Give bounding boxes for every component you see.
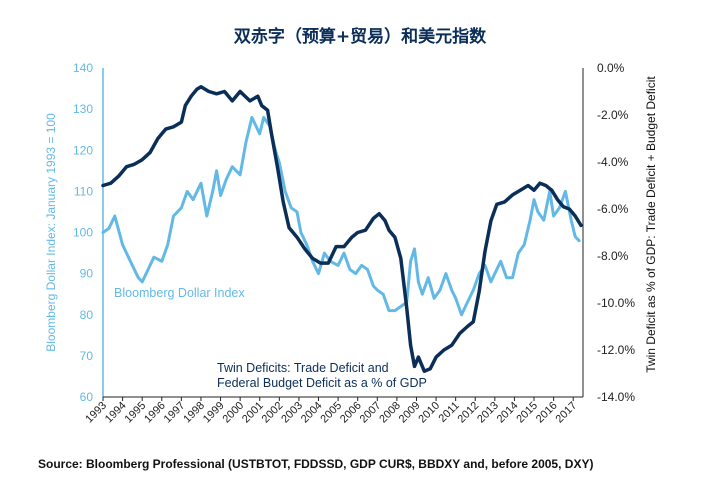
series-line-twin-deficits xyxy=(101,85,583,373)
y-right-tick-label: 0.0% xyxy=(597,61,625,75)
x-tick-label: 1996 xyxy=(142,400,168,426)
y-right-tick-label: -12.0% xyxy=(597,343,635,357)
annotation-twin-deficits-line1: Twin Deficits: Trade Deficit and xyxy=(217,361,389,375)
y-right-axis-title: Twin Deficit as % of GDP: Trade Deficit … xyxy=(644,76,658,373)
annotation-dollar-index: Bloomberg Dollar Index xyxy=(114,286,245,300)
x-tick-label: 1997 xyxy=(162,400,188,426)
source-note: Source: Bloomberg Professional (USTBTOT,… xyxy=(38,457,594,471)
y-left-tick-label: 120 xyxy=(73,143,93,157)
x-tick-label: 1995 xyxy=(123,400,149,426)
series-group xyxy=(101,85,583,373)
x-tick-label: 2001 xyxy=(240,400,266,426)
y-right-tick-label: -2.0% xyxy=(597,108,629,122)
y-left-tick-label: 140 xyxy=(73,61,93,75)
x-tick-label: 1994 xyxy=(103,400,129,426)
x-tick-label: 2013 xyxy=(475,400,501,426)
series-line-dollar-index xyxy=(101,115,581,317)
x-tick-label: 1998 xyxy=(181,400,207,426)
x-tick-label: 1999 xyxy=(201,400,227,426)
y-left-tick-label: 130 xyxy=(73,102,93,116)
x-tick-label: 2015 xyxy=(514,400,540,426)
y-left-tick-label: 70 xyxy=(80,349,94,363)
x-tick-label: 2007 xyxy=(358,400,384,426)
x-tick-label: 2005 xyxy=(318,400,344,426)
x-tick-label: 2002 xyxy=(260,400,286,426)
y-left-tick-label: 60 xyxy=(80,390,94,404)
chart-title: 双赤字（预算+贸易）和美元指数 xyxy=(233,27,487,47)
x-tick-label: 2009 xyxy=(397,400,423,426)
annotation-twin-deficits-line2: Federal Budget Deficit as a % of GDP xyxy=(217,376,427,390)
y-right-tick-label: -6.0% xyxy=(597,202,629,216)
x-tick-label: 2000 xyxy=(220,400,246,426)
y-left-tick-label: 90 xyxy=(80,267,94,281)
y-left-tick-label: 110 xyxy=(74,184,93,198)
x-tick-label: 2017 xyxy=(554,400,580,426)
y-right-tick-label: -8.0% xyxy=(597,249,629,263)
labels-group: Bloomberg Dollar Index Twin Deficits: Tra… xyxy=(114,286,427,390)
x-tick-label: 2003 xyxy=(279,400,305,426)
x-tick-label: 2016 xyxy=(534,400,560,426)
x-tick-label: 2004 xyxy=(299,400,325,426)
x-tick-label: 2010 xyxy=(416,400,442,426)
x-tick-label: 2011 xyxy=(437,400,462,425)
axes: 60 70 80 90 100 110 120 130 140 -14.0% -12.0% -10.0… xyxy=(44,61,658,425)
x-tick-label: 2012 xyxy=(456,400,482,426)
y-right-tick-label: -4.0% xyxy=(597,155,629,169)
x-tick-label: 2006 xyxy=(338,400,364,426)
y-left-tick-label: 100 xyxy=(73,226,93,240)
y-left-tick-label: 80 xyxy=(80,308,94,322)
x-tick-label: 2014 xyxy=(495,400,521,426)
y-left-axis-title: Bloomberg Dollar Index: January 1993 = 1… xyxy=(44,113,58,352)
x-tick-label: 2008 xyxy=(377,400,403,426)
y-right-tick-label: -14.0% xyxy=(597,390,635,404)
y-right-tick-label: -10.0% xyxy=(597,296,635,310)
